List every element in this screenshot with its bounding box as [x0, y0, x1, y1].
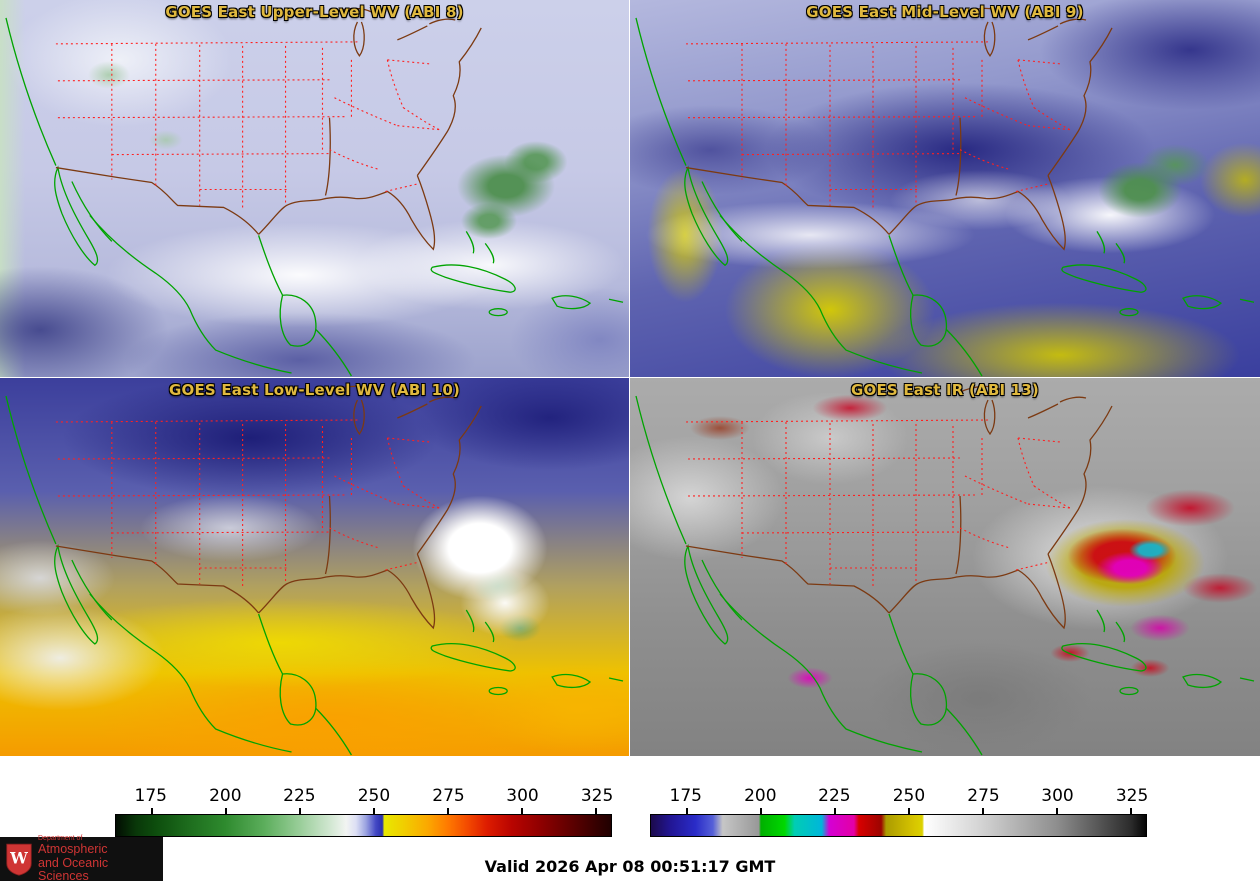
- panel-ir: GOES East IR (ABI 13): [630, 378, 1260, 756]
- tick-mark: [372, 808, 375, 814]
- tick-label: 175: [669, 786, 703, 806]
- tick-label: 325: [1115, 786, 1149, 806]
- uw-aos-logo: W Department of Atmospheric and Oceanic …: [0, 835, 163, 881]
- tick-label: 300: [506, 786, 539, 806]
- map-overlay-icon: [635, 385, 1255, 756]
- panel-title: GOES East Mid-Level WV (ABI 9): [806, 3, 1084, 21]
- tick-label: 200: [744, 786, 777, 806]
- panel-title: GOES East Upper-Level WV (ABI 8): [165, 3, 464, 21]
- logo-name-line1: Atmospheric: [38, 842, 108, 857]
- tick-label: 275: [967, 786, 1000, 806]
- uw-crest-icon: W: [6, 843, 32, 876]
- tick-label: 275: [432, 786, 465, 806]
- tick-label: 225: [283, 786, 316, 806]
- tick-label: 325: [580, 786, 614, 806]
- panel-title: GOES East Low-Level WV (ABI 10): [168, 381, 461, 399]
- tick-mark: [447, 808, 450, 814]
- ir-colorbar: 175 200 225 250 275 300 325: [650, 786, 1149, 838]
- tick-mark: [907, 808, 910, 814]
- map-overlay-icon: [5, 385, 624, 756]
- panel-low-level-wv: GOES East Low-Level WV (ABI 10): [0, 378, 630, 756]
- tick-mark: [298, 808, 301, 814]
- tick-label: 175: [134, 786, 168, 806]
- logo-name-line2: and Oceanic Sciences: [38, 855, 109, 881]
- tick-label: 300: [1041, 786, 1074, 806]
- tick-mark: [833, 808, 836, 814]
- tick-mark: [1055, 808, 1058, 814]
- tick-mark: [150, 808, 153, 814]
- tick-mark: [1130, 808, 1133, 814]
- wv-colorbar-gradient: [115, 808, 612, 837]
- tick-mark: [982, 808, 985, 814]
- tick-label: 250: [357, 786, 391, 806]
- tick-mark: [685, 808, 688, 814]
- crest-letter: W: [9, 848, 28, 867]
- tick-label: 250: [892, 786, 926, 806]
- logo-dept-line: Department of: [38, 835, 83, 843]
- panel-mid-level-wv: GOES East Mid-Level WV (ABI 9): [630, 0, 1260, 378]
- panel-title: GOES East IR (ABI 13): [850, 381, 1039, 399]
- tick-mark: [759, 808, 762, 814]
- tick-mark: [224, 808, 227, 814]
- panel-upper-level-wv: GOES East Upper-Level WV (ABI 8): [0, 0, 630, 378]
- tick-mark: [520, 808, 523, 814]
- ir-colorbar-gradient: [650, 808, 1147, 837]
- wv-colorbar: 175 200 225 250 275 300 325: [115, 786, 614, 838]
- satellite-quad-grid: GOES East Upper-Level WV (ABI 8) GOES Ea…: [0, 0, 1260, 756]
- map-overlay-icon: [5, 7, 624, 377]
- tick-label: 225: [818, 786, 851, 806]
- tick-label: 200: [209, 786, 242, 806]
- logo-text: Department of Atmospheric and Oceanic Sc…: [38, 835, 158, 881]
- valid-time: Valid 2026 Apr 08 00:51:17 GMT: [484, 857, 776, 876]
- tick-mark: [595, 808, 598, 814]
- map-overlay-icon: [635, 7, 1255, 377]
